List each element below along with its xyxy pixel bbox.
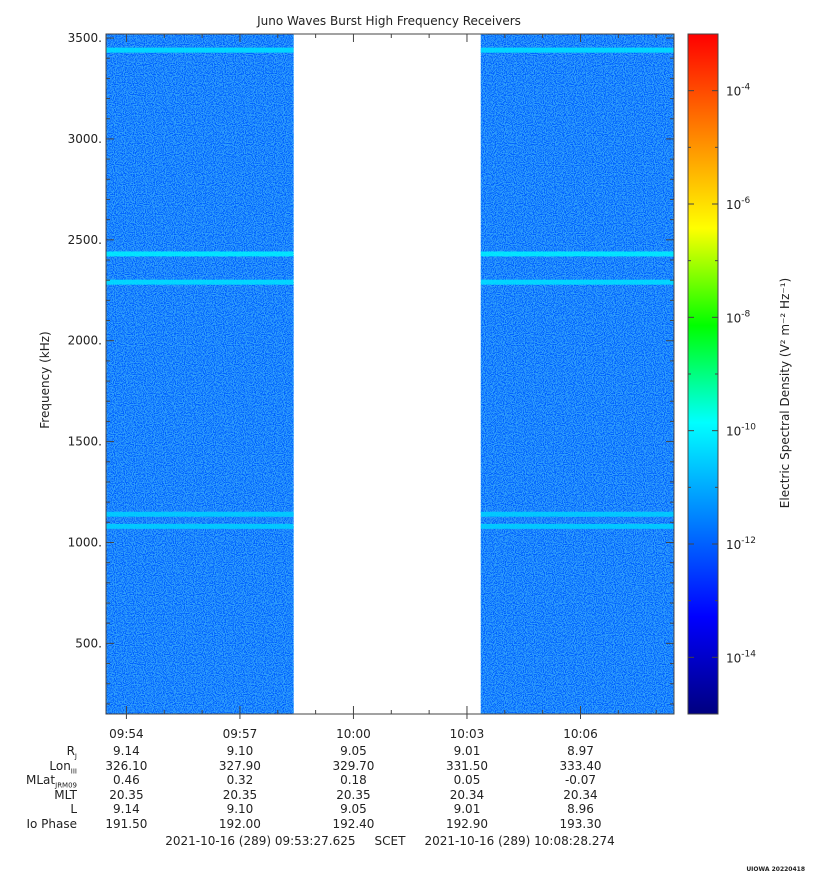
ephemeris-row-label: MLT	[54, 787, 77, 802]
chart-title: Juno Waves Burst High Frequency Receiver…	[256, 14, 521, 28]
colorbar: 10-4 10-6 10-8 10-10 10-12 10-14	[687, 33, 756, 715]
ephemeris-value: 8.97	[567, 744, 594, 758]
ephemeris-value: 333.40	[559, 758, 602, 773]
colorbar-tick-label: 10-8	[726, 309, 751, 325]
ephemeris-value: 326.10	[105, 758, 148, 773]
y-axis: 500. 1000. 1500. 2000. 2500. 3000. 3500.	[68, 31, 674, 705]
data-segment	[105, 34, 294, 714]
ephemeris-value: 8.96	[567, 802, 594, 817]
ephemeris-value: 193.30	[559, 817, 602, 831]
ephemeris-row-label: LonIII	[49, 758, 77, 775]
ephemeris-row: RJ 9.14 9.10 9.05 9.01 8.97	[0, 744, 815, 761]
ephemeris-value: 9.10	[226, 744, 254, 758]
ephemeris-value: 9.14	[113, 744, 140, 758]
spectrogram-data	[105, 34, 674, 714]
ephemeris-value: 192.00	[218, 817, 261, 831]
y-tick-label: 3000.	[68, 132, 102, 146]
ephemeris-value: 0.18	[340, 773, 367, 788]
ephemeris-value: 9.10	[226, 802, 254, 817]
emission-band	[105, 251, 294, 257]
ephemeris-value: 9.05	[340, 744, 367, 758]
x-tick-label: 10:03	[450, 727, 485, 741]
data-segment	[480, 34, 674, 714]
x-tick-label: 10:00	[336, 727, 371, 741]
ephemeris-value: 0.46	[113, 773, 140, 788]
ephemeris-value: 20.35	[336, 787, 371, 802]
ephemeris-value: 9.01	[453, 802, 481, 817]
ephemeris-value: 329.70	[332, 758, 375, 773]
y-tick-label: 2000.	[68, 334, 102, 348]
x-tick-label: 09:57	[223, 727, 258, 741]
emission-band	[480, 511, 674, 517]
ephemeris-row: L 9.14 9.10 9.05 9.01 8.96	[0, 802, 815, 817]
colorbar-label: Electric Spectral Density (V² m⁻² Hz⁻¹)	[778, 278, 792, 508]
y-axis-label: Frequency (kHz)	[38, 331, 52, 428]
segment-speckle	[480, 34, 674, 714]
colorbar-tick-label: 10-14	[726, 649, 756, 665]
segment-speckle	[105, 34, 294, 714]
ephemeris-value: 0.05	[453, 773, 481, 788]
ephemeris-value: 9.05	[340, 802, 367, 817]
emission-band	[480, 523, 674, 529]
ephemeris-row-label: L	[70, 802, 77, 817]
ephemeris-row: MLT 20.35 20.35 20.35 20.34 20.34	[0, 788, 815, 803]
ephemeris-row: LonIII 326.10 327.90 329.70 331.50 333.40	[0, 758, 815, 775]
emission-band	[480, 279, 674, 285]
ephemeris-value: 0.32	[226, 773, 254, 788]
ephemeris-row: Io Phase 191.50 192.00 192.40 192.90 193.30	[0, 817, 815, 832]
time-range-footer: 2021-10-16 (289) 09:53:27.625 SCET 2021-…	[165, 834, 615, 848]
ephemeris-row-label: Io Phase	[26, 817, 77, 831]
y-tick-label: 500.	[75, 636, 102, 650]
x-tick-label: 09:54	[109, 727, 144, 741]
ephemeris-value: 20.34	[449, 787, 485, 802]
colorbar-gradient	[687, 33, 719, 715]
ephemeris-value: 192.40	[332, 817, 375, 831]
emission-band	[105, 279, 294, 285]
ephemeris-value: 20.35	[109, 787, 144, 802]
emission-band	[105, 47, 294, 53]
ephemeris-row-label: RJ	[66, 744, 77, 761]
ephemeris-value: 9.01	[453, 744, 481, 758]
x-tick-label: 10:06	[563, 727, 598, 741]
ephemeris-value: 20.34	[563, 787, 598, 802]
colorbar-tick-label: 10-4	[726, 83, 751, 99]
emission-band	[105, 523, 294, 529]
y-tick-label: 1500.	[68, 435, 102, 449]
y-tick-label: 2500.	[68, 233, 102, 247]
emission-band	[480, 251, 674, 257]
x-axis: 09:54 09:57 10:00 10:03 10:06	[109, 34, 657, 741]
emission-band	[105, 511, 294, 517]
ephemeris-row-label: MLatJRM09	[26, 773, 77, 790]
y-tick-label: 3500.	[68, 31, 102, 45]
ephemeris-value: 327.90	[218, 758, 261, 773]
colorbar-ticks: 10-4 10-6 10-8 10-10 10-12 10-14	[688, 33, 756, 715]
emission-band	[480, 47, 674, 53]
ephemeris-value: 331.50	[445, 758, 488, 773]
colorbar-tick-label: 10-10	[726, 423, 756, 439]
y-tick-label: 1000.	[68, 535, 102, 549]
ephemeris-value: 192.90	[445, 817, 488, 831]
version-stamp: UIOWA 20220418	[746, 866, 805, 873]
colorbar-tick-label: 10-6	[726, 196, 751, 212]
plot-frame	[105, 33, 675, 715]
ephemeris-row: MLatJRM09 0.46 0.32 0.18 0.05 -0.07	[0, 773, 815, 790]
ephemeris-value: 20.35	[222, 787, 258, 802]
colorbar-tick-label: 10-12	[726, 536, 756, 552]
ephemeris-value: 9.14	[113, 802, 140, 817]
ephemeris-value: -0.07	[564, 773, 597, 788]
ephemeris-value: 191.50	[105, 817, 148, 831]
